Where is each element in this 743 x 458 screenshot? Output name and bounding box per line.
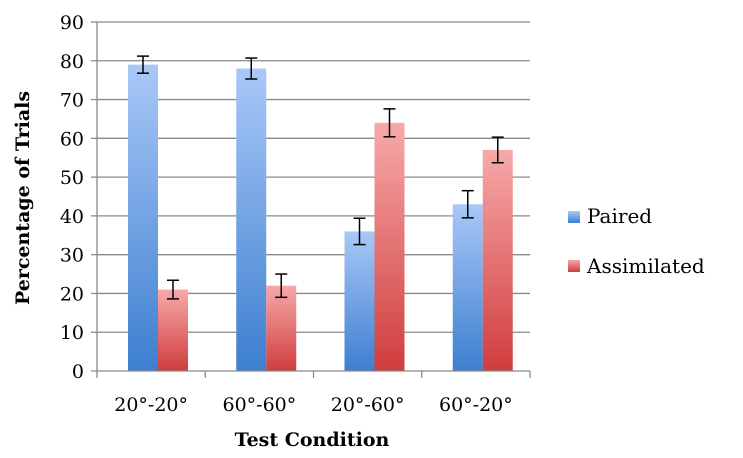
bar-assimilated-2 [374, 122, 405, 371]
bar-assimilated-1 [266, 285, 297, 371]
y-tick-labels: 0 10 20 30 40 50 60 70 80 90 [60, 12, 84, 383]
bar-paired-2 [344, 231, 375, 371]
y-tick-label: 80 [60, 51, 84, 73]
legend-swatch-paired [568, 211, 580, 223]
x-tick-label: 60°-20° [439, 394, 513, 416]
x-axis-title: Test Condition [235, 429, 390, 451]
bar-assimilated-0 [158, 289, 188, 371]
bar-paired-3 [452, 204, 483, 371]
legend: Paired Assimilated [568, 204, 705, 278]
y-tick-label: 70 [60, 90, 84, 112]
bar-paired-1 [236, 68, 267, 372]
legend-label-paired: Paired [587, 204, 652, 228]
y-tick-label: 10 [60, 322, 84, 344]
legend-swatch-assimilated [568, 260, 580, 272]
y-tick-label: 90 [60, 12, 84, 34]
legend-label-assimilated: Assimilated [586, 254, 705, 278]
y-tick-label: 20 [60, 283, 84, 305]
x-tick-label: 60°-60° [222, 394, 296, 416]
y-tick-label: 30 [60, 245, 84, 267]
error-bars [137, 55, 504, 300]
x-tick-label: 20°-20° [114, 394, 188, 416]
axes [91, 21, 531, 378]
y-tick-label: 40 [60, 206, 84, 228]
y-axis-title: Percentage of Trials [12, 91, 34, 305]
x-tick-label: 20°-60° [331, 394, 405, 416]
bars [128, 64, 513, 372]
y-tick-label: 0 [72, 361, 84, 383]
bar-assimilated-3 [482, 149, 513, 371]
y-tick-label: 50 [60, 167, 84, 189]
x-tick-labels: 20°-20° 60°-60° 20°-60° 60°-20° [114, 394, 513, 416]
y-tick-label: 60 [60, 128, 84, 150]
bar-paired-0 [128, 64, 158, 372]
